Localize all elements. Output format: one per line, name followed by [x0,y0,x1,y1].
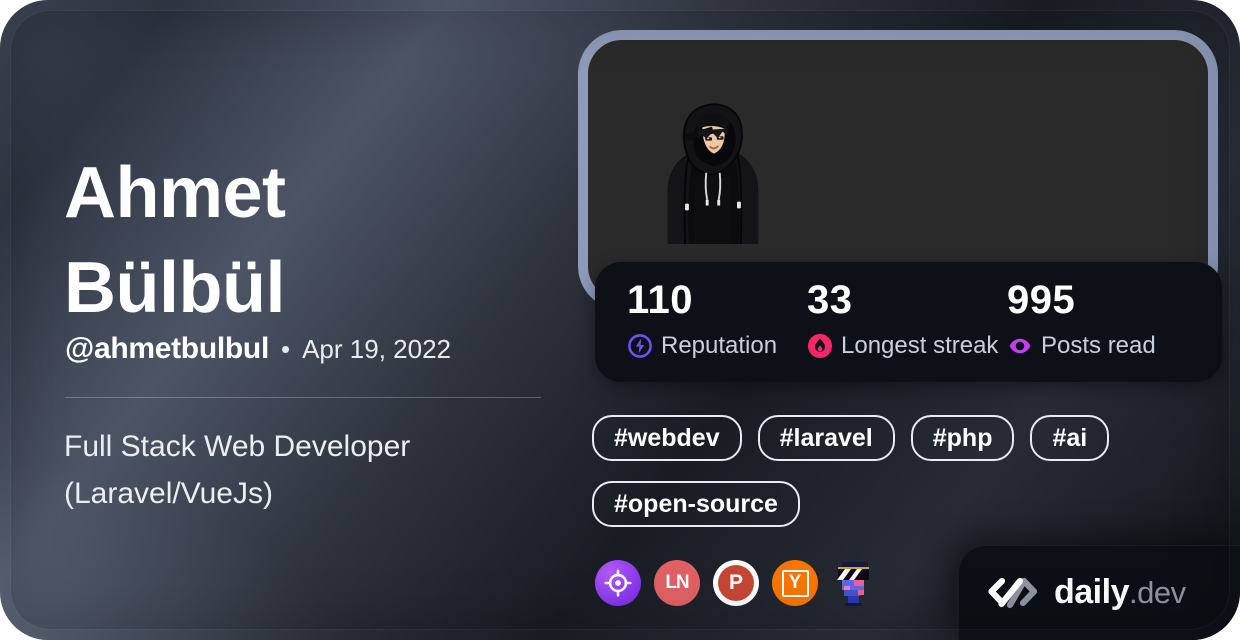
profile-bio: Full Stack Web Developer (Laravel/VueJs) [64,430,411,510]
brand-name: daily [1054,573,1129,611]
reputation-label: Reputation [661,332,778,359]
lightning-circle-icon [628,334,652,358]
target-badge [595,560,641,606]
y-badge-letter: Y [788,572,802,593]
y-badge: Y [772,560,818,606]
posts-read-value: 995 [1007,278,1076,322]
flame-icon [808,334,832,358]
bullet-separator: • [280,334,291,364]
p-badge-letter: P [728,571,743,594]
tag-open-source: #open-source [592,481,800,527]
daily-dev-logo-icon [988,577,1038,608]
join-date: Apr 19, 2022 [302,334,451,364]
ln-badge-letters: LN [665,572,689,593]
eye-icon [1009,338,1031,354]
brand-wordmark: daily .dev [1054,573,1186,612]
pixel-head-badge [831,560,877,606]
divider [65,397,541,398]
streak-value: 33 [807,278,853,322]
stat-reputation: 110 Reputation [627,278,777,360]
tag-list: #webdev #laravel #php #ai #open-source [592,415,1112,527]
pixel-head-icon [837,562,869,606]
stats-panel: 110 Reputation 33 Lon [595,262,1222,382]
tag-ai: #ai [1030,415,1110,461]
profile-name: Ahmet Bülbül [64,153,286,328]
y-badge-inner: Y [781,569,809,597]
profile-handle: @ahmetbulbul [65,332,269,365]
ln-badge: LN [654,560,700,606]
streak-label: Longest streak [841,332,999,359]
p-badge: P [713,560,759,606]
brand-suffix: .dev [1128,575,1186,610]
tag-laravel: #laravel [757,415,895,461]
brand-plate: daily .dev [958,545,1240,640]
avatar [667,103,759,244]
posts-read-label: Posts read [1041,332,1156,359]
reputation-value: 110 [627,278,694,322]
badge-row: LN P Y [595,560,877,606]
p-badge-inner: P [718,565,754,601]
stat-longest-streak: 33 Longest streak [807,278,998,360]
crosshair-icon [604,569,632,597]
tag-webdev: #webdev [592,415,742,461]
stat-posts-read: 995 Posts read [1007,278,1156,360]
handle-row: @ahmetbulbul • Apr 19, 2022 [65,332,545,366]
tag-php: #php [910,415,1015,461]
